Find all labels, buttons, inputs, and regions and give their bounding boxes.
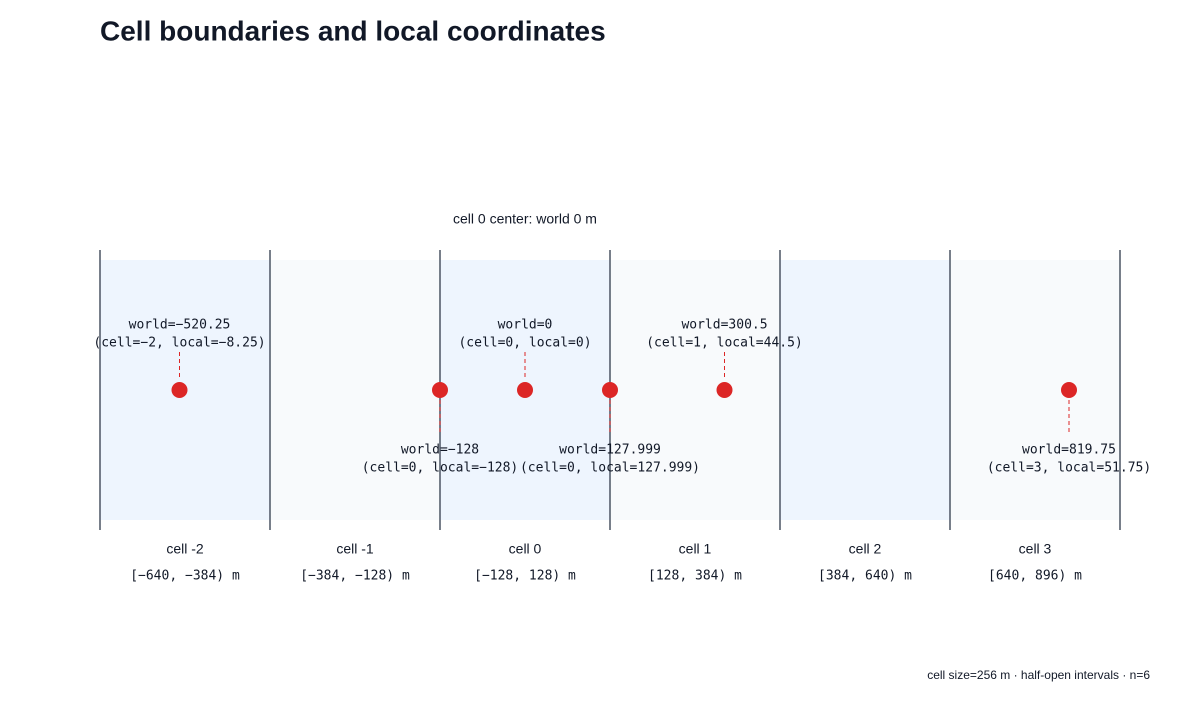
title: Cell boundaries and local coordinates [100, 15, 606, 46]
point [716, 382, 733, 398]
point-detail: (cell=0, local=0) [458, 336, 591, 351]
point [432, 382, 448, 398]
point-detail: (cell=0, local=127.999) [520, 461, 700, 476]
cell-interval: [−128, 128) m [474, 569, 576, 584]
point-world: world=0 [498, 318, 553, 333]
cell-interval: [640, 896) m [988, 569, 1082, 584]
cell-interval: [128, 384) m [648, 569, 742, 584]
point-detail: (cell=1, local=44.5) [646, 336, 803, 351]
cell-label: cell -1 [336, 541, 374, 557]
point-world: world=−520.25 [129, 318, 231, 333]
point-detail: (cell=0, local=−128) [362, 461, 519, 476]
cell-band [950, 260, 1120, 520]
cell-label: cell 3 [1019, 541, 1052, 557]
cell-label: cell 1 [679, 541, 712, 557]
point-world: world=−128 [401, 443, 479, 458]
footer: cell size=256 m · half-open intervals · … [927, 668, 1150, 682]
point-detail: (cell=3, local=51.75) [987, 461, 1151, 476]
point [1061, 382, 1077, 398]
point-world: world=127.999 [559, 443, 661, 458]
point-detail: (cell=−2, local=−8.25) [93, 336, 265, 351]
point-world: world=819.75 [1022, 443, 1116, 458]
cell-band [780, 260, 950, 520]
cell-interval: [−384, −128) m [300, 569, 410, 584]
cell-label: cell 0 [509, 541, 542, 557]
cell-interval: [384, 640) m [818, 569, 912, 584]
cell-band [270, 260, 440, 520]
cell-interval: [−640, −384) m [130, 569, 240, 584]
cell-band [610, 260, 780, 520]
point [517, 382, 533, 398]
point [171, 382, 188, 398]
annotation: cell 0 center: world 0 m [453, 211, 597, 227]
cell-label: cell 2 [849, 541, 882, 557]
point [602, 382, 618, 398]
cell-label: cell -2 [166, 541, 204, 557]
point-world: world=300.5 [681, 318, 767, 333]
